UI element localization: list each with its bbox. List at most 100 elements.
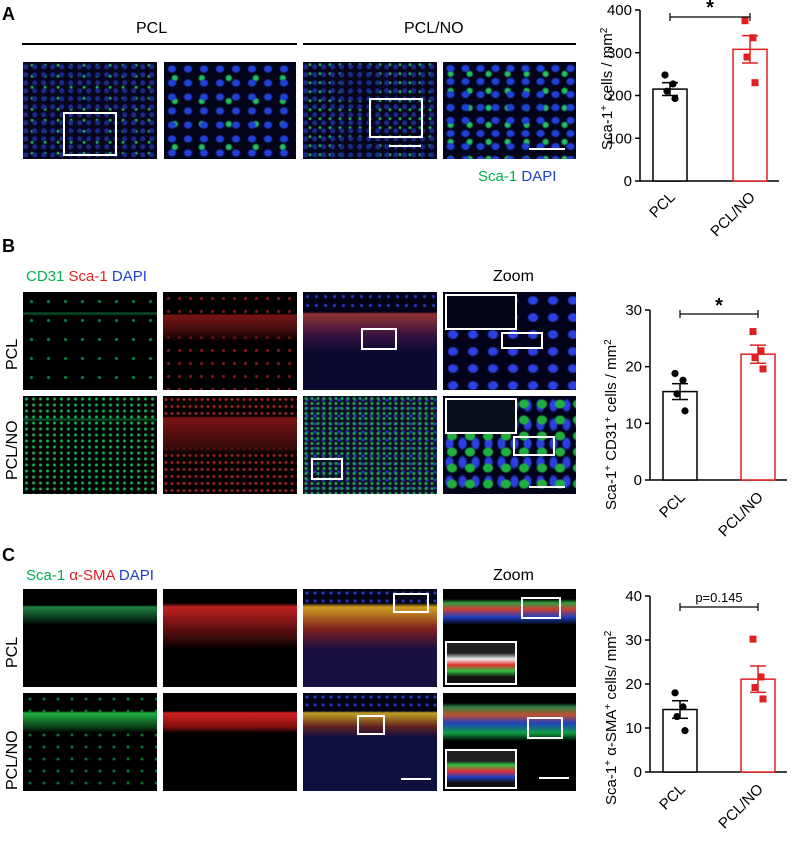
header-rule-pcl: [22, 43, 297, 45]
y-tick-label: 20: [625, 676, 642, 693]
significance-label: p=0.145: [695, 590, 742, 605]
inset-b-pcl: [445, 294, 517, 330]
zoom-box-b-pcl-no-inner: [513, 436, 555, 456]
bar-pcl-no: [740, 353, 776, 481]
y-axis-label-sup: +: [603, 416, 614, 422]
zoom-box-a-pcl: [63, 112, 117, 156]
zoom-box-c-pcl: [393, 593, 429, 613]
y-axis-label-sup: +: [599, 105, 610, 111]
scale-bar-b-zoom: [529, 486, 565, 488]
stain-dapi: DAPI: [107, 268, 147, 285]
scale-bar-a-zoom: [529, 148, 565, 150]
data-point: [671, 94, 679, 103]
zoom-box-c-pcl-inner: [521, 597, 561, 619]
data-point: [751, 79, 759, 87]
micrograph-c-pcl-no-merge: [303, 693, 437, 791]
panel-letter-c: C: [2, 545, 15, 565]
y-tick-label: 200: [607, 88, 632, 105]
stain-sca1: Sca-1: [26, 567, 66, 584]
significance-label: *: [715, 295, 723, 317]
inset-c-pcl-no: [445, 749, 517, 789]
bar-pcl: [662, 708, 698, 773]
stain-asma: α-SMA: [65, 567, 115, 584]
zoom-label-c: Zoom: [493, 567, 534, 584]
micrograph-a-pcl-no: [303, 62, 437, 159]
data-point: [757, 347, 765, 355]
y-axis-label-sup: +: [603, 465, 614, 471]
data-point: [679, 703, 687, 711]
x-tick-label: PCL/NO: [715, 489, 767, 541]
inset-b-pcl-no: [445, 398, 517, 434]
y-axis-label-part: Sca-1: [603, 471, 620, 510]
y-axis-label: Sca-1+ CD31+ cells / mm2: [603, 339, 621, 510]
data-point: [751, 684, 759, 692]
y-tick-label: 40: [625, 588, 642, 605]
zoom-box-b-pcl-inner: [501, 332, 543, 349]
y-tick-label: 30: [625, 632, 642, 649]
bar-pcl-no: [732, 48, 768, 182]
y-axis-label-sup: 2: [603, 630, 614, 636]
micrograph-c-pcl-merge: [303, 589, 437, 687]
y-tick-label: 10: [625, 415, 642, 432]
zoom-box-b-pcl: [361, 328, 397, 350]
micrograph-c-pcl-no-green: [23, 693, 157, 791]
data-point: [681, 407, 689, 415]
y-axis-label-part: α-SMA: [603, 710, 620, 760]
data-point: [751, 354, 759, 362]
micrograph-b-pcl-zoom: [443, 292, 576, 390]
y-axis-label-part: cells/ mm: [603, 636, 620, 704]
y-axis-label-sup: 2: [599, 27, 610, 33]
chart-a-plot: 0 100 200 300 400 PCL PCL/NO * Sca-1+ cells / mm…: [599, 0, 779, 236]
data-point: [759, 695, 767, 703]
micrograph-c-pcl-no-red: [163, 693, 297, 791]
scale-bar-c-zoom: [539, 777, 569, 779]
y-axis-label-part: CD31: [603, 422, 620, 465]
micrograph-b-pcl-red: [163, 292, 297, 390]
data-point: [671, 369, 679, 378]
row-label-b-pcl-no: PCL/NO: [4, 420, 21, 480]
row-label-c-pcl-no: PCL/NO: [4, 730, 21, 790]
y-axis-label-sup: 2: [603, 339, 614, 345]
data-point: [743, 53, 751, 61]
x-tick-label: PCL/NO: [707, 189, 759, 236]
micrograph-c-pcl-no-zoom: [443, 693, 576, 791]
micrograph-a-pcl-zoom: [164, 62, 296, 159]
data-point: [663, 87, 671, 95]
data-point: [669, 80, 677, 88]
y-tick-label: 300: [607, 45, 632, 62]
y-axis-label-part: cells / mm: [603, 345, 620, 417]
data-point: [671, 689, 679, 697]
header-pcl: PCL: [136, 20, 168, 37]
micrograph-c-pcl-zoom: [443, 589, 576, 687]
zoom-box-b-pcl-no: [311, 458, 343, 480]
scale-bar-a-overview: [389, 145, 421, 147]
y-axis-label: Sca-1+ cells / mm2: [599, 27, 617, 150]
data-point: [673, 390, 681, 398]
data-point: [741, 17, 749, 25]
micrograph-b-pcl-green: [23, 292, 157, 390]
stain-legend-c: Sca-1 α-SMA DAPI: [26, 567, 154, 584]
data-point: [681, 727, 689, 735]
bar-pcl: [652, 88, 688, 182]
y-tick-label: 20: [625, 359, 642, 376]
x-tick-label: PCL: [656, 781, 689, 814]
bar-pcl: [662, 390, 698, 481]
y-axis-label-part: Sca-1: [599, 111, 616, 150]
zoom-label-b: Zoom: [493, 268, 534, 285]
inset-c-pcl: [445, 641, 517, 685]
stain-cd31: CD31: [26, 268, 65, 285]
y-tick-label: 10: [625, 720, 642, 737]
panel-letter-a: A: [2, 4, 15, 24]
row-label-b-pcl: PCL: [4, 338, 21, 370]
data-point: [757, 673, 765, 681]
x-tick-label: PCL: [646, 189, 679, 222]
data-point: [673, 712, 681, 721]
y-tick-label: 0: [634, 472, 642, 489]
stain-dapi: DAPI: [517, 168, 557, 185]
y-tick-label: 400: [607, 2, 632, 19]
micrograph-b-pcl-merge: [303, 292, 437, 390]
data-point: [679, 376, 687, 384]
